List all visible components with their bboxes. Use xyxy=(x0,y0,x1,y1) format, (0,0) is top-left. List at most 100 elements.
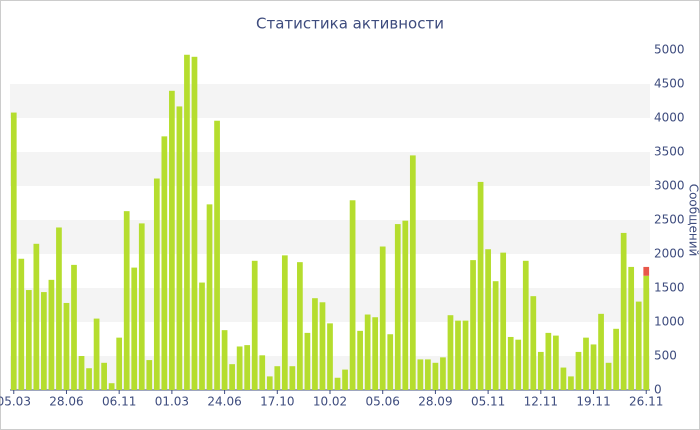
bar xyxy=(116,337,123,390)
x-tick-label: 19.11 xyxy=(576,395,610,409)
bar xyxy=(545,332,552,390)
bar xyxy=(613,328,619,390)
bar xyxy=(605,362,612,390)
bar xyxy=(530,296,537,390)
bar xyxy=(48,279,55,390)
chart-title: Статистика активности xyxy=(256,15,444,33)
bar xyxy=(402,220,409,390)
y-tick-label: 2000 xyxy=(654,247,685,261)
bar xyxy=(379,246,386,390)
bar xyxy=(455,320,461,390)
bar xyxy=(18,258,25,390)
y-tick-label: 3500 xyxy=(654,145,685,159)
bar xyxy=(244,345,251,390)
bar xyxy=(643,266,650,276)
x-tick-label: 05.03 xyxy=(0,395,31,409)
bar xyxy=(153,178,160,390)
bar xyxy=(176,106,183,390)
bar xyxy=(447,315,454,390)
x-tick-label: 12.11 xyxy=(524,395,558,409)
bar xyxy=(342,369,348,390)
bar xyxy=(304,332,311,390)
bar xyxy=(169,90,175,391)
bar xyxy=(568,376,574,390)
bar xyxy=(71,264,77,390)
y-tick-label: 1000 xyxy=(654,315,685,329)
bar xyxy=(266,376,273,390)
x-tick-label: 26.11 xyxy=(629,395,663,409)
bar xyxy=(522,260,529,390)
y-tick-label: 0 xyxy=(654,383,662,397)
bar xyxy=(131,267,138,390)
bar xyxy=(199,282,205,390)
bar xyxy=(289,366,296,390)
bar xyxy=(507,336,514,390)
bar xyxy=(25,290,32,390)
bar xyxy=(214,120,220,390)
bar xyxy=(598,313,604,390)
x-tick-label: 28.06 xyxy=(49,395,83,409)
bar xyxy=(281,255,288,390)
y-tick-label: 5000 xyxy=(654,43,685,57)
bar xyxy=(553,335,559,390)
bar xyxy=(417,359,424,390)
grid-band xyxy=(10,220,650,254)
bar xyxy=(372,317,379,390)
bar xyxy=(334,377,341,390)
bar xyxy=(274,366,281,390)
bar xyxy=(635,301,642,390)
grid-band xyxy=(10,288,650,322)
bar xyxy=(312,298,318,390)
bar xyxy=(477,181,484,390)
x-tick-label: 06.11 xyxy=(102,395,136,409)
bar xyxy=(327,323,333,390)
bar xyxy=(78,356,85,390)
bar xyxy=(357,330,363,390)
bar xyxy=(560,367,567,390)
bar xyxy=(485,249,491,390)
bar xyxy=(470,260,476,390)
bar xyxy=(575,351,582,390)
bar xyxy=(387,334,394,390)
bar xyxy=(492,281,499,390)
x-tick-label: 01.03 xyxy=(155,395,189,409)
bar xyxy=(259,355,266,390)
bar xyxy=(364,314,371,390)
bar xyxy=(297,262,303,390)
bar xyxy=(221,330,228,390)
bar xyxy=(349,200,356,390)
bar xyxy=(500,252,507,390)
x-tick-label: 05.11 xyxy=(471,395,505,409)
bar xyxy=(620,232,627,390)
bar xyxy=(229,364,235,390)
bar xyxy=(515,339,522,390)
bar xyxy=(206,204,213,390)
bar xyxy=(41,292,47,390)
x-tick-label: 17.10 xyxy=(260,395,294,409)
y-tick-label: 3000 xyxy=(654,179,685,193)
grid-band xyxy=(10,152,650,186)
x-tick-label: 28.09 xyxy=(418,395,452,409)
y-axis-label: Сообщений xyxy=(687,184,700,257)
bar xyxy=(191,56,198,391)
bar xyxy=(583,337,589,390)
y-tick-label: 4000 xyxy=(654,111,685,125)
bar xyxy=(432,362,439,390)
bar xyxy=(251,260,258,390)
x-tick-label: 10.02 xyxy=(313,395,347,409)
bar xyxy=(33,243,40,390)
bar xyxy=(394,224,401,390)
bar xyxy=(63,302,70,390)
bar xyxy=(184,54,190,390)
y-tick-label: 2500 xyxy=(654,213,685,227)
bar xyxy=(628,266,635,390)
y-tick-label: 1500 xyxy=(654,281,685,295)
bar xyxy=(101,362,107,390)
x-tick-label: 05.06 xyxy=(366,395,400,409)
grid-band xyxy=(10,84,650,118)
bar xyxy=(123,211,130,390)
bar xyxy=(643,275,650,390)
bar xyxy=(86,368,92,390)
bar xyxy=(146,360,153,390)
